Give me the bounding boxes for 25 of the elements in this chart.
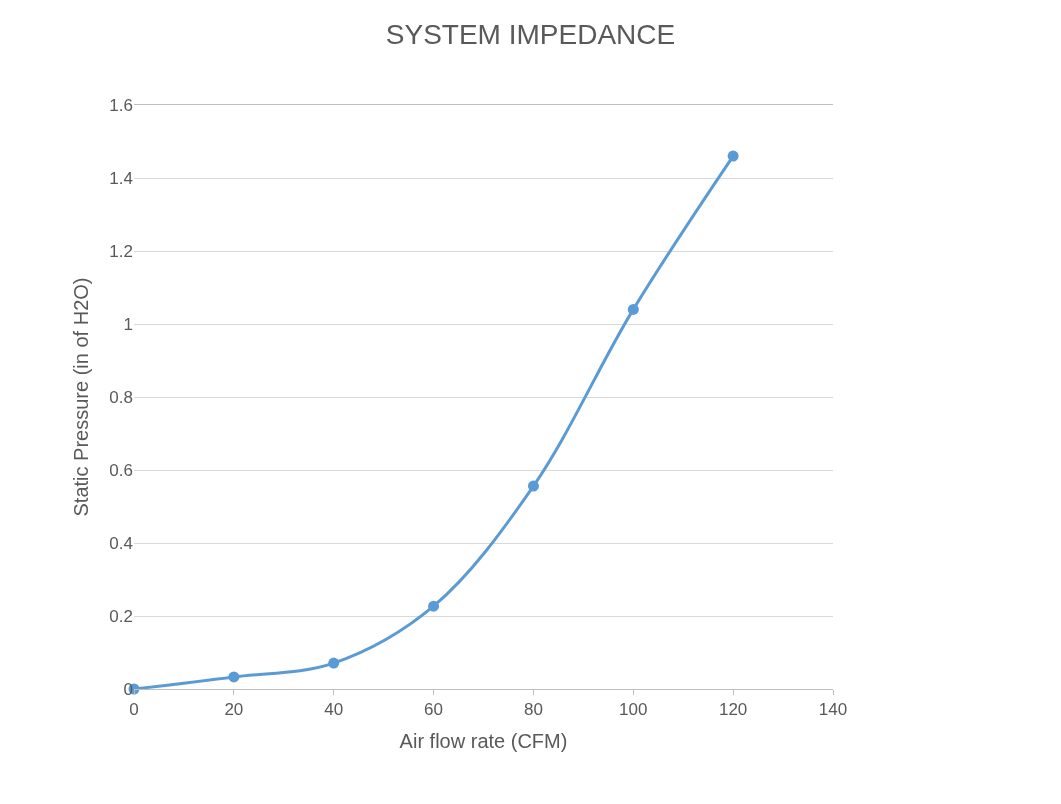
y-tick-label: 0.6 [109, 460, 133, 480]
x-tick-label: 80 [523, 700, 543, 720]
y-tick-label: 1 [123, 314, 133, 334]
y-tick-label: 1.2 [109, 241, 133, 261]
x-tick-label: 60 [424, 700, 444, 720]
point [228, 671, 240, 683]
point [328, 657, 340, 669]
x-tick-label: 120 [718, 700, 748, 720]
point [727, 150, 739, 162]
point [428, 600, 440, 612]
x-tick-label: 40 [324, 700, 344, 720]
x-axis-title: Air flow rate (CFM) [399, 729, 568, 752]
y-tick-label: 0.2 [109, 606, 133, 626]
y-axis-title: Static Pressure (in of H2O) [69, 277, 92, 517]
x-tick-label: 140 [818, 700, 848, 720]
y-tick-label: 1.4 [109, 168, 133, 188]
y-tick-label: 0.8 [109, 387, 133, 407]
point [627, 303, 639, 315]
y-tick-label: 1.6 [109, 95, 133, 115]
y-tick-label: 0.4 [109, 533, 133, 553]
x-tick-label: 20 [224, 700, 244, 720]
y-tick-label: 0 [123, 679, 133, 699]
chart-title: SYSTEM IMPEDANCE [385, 18, 676, 50]
point [527, 480, 539, 492]
x-tick-label: 100 [619, 700, 648, 720]
